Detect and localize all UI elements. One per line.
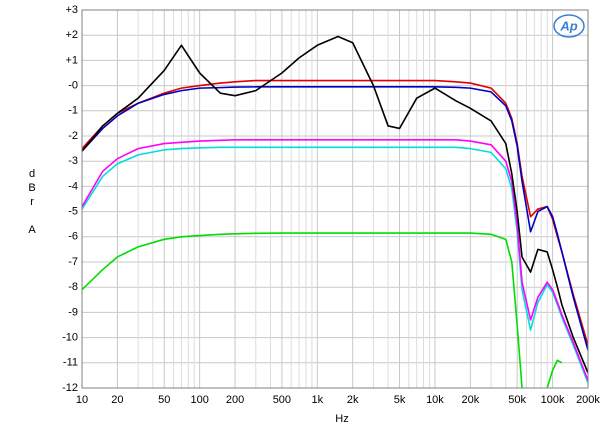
y-tick-label: -8 <box>68 281 78 293</box>
y-tick-label: -3 <box>68 155 78 167</box>
series-line <box>82 232 563 388</box>
x-tick-label: 200 <box>226 394 244 406</box>
y-tick-label: -2 <box>68 130 78 142</box>
x-axis-label: Hz <box>335 413 348 425</box>
series-line <box>82 146 588 384</box>
series-line <box>82 35 588 374</box>
x-tick-label: 50k <box>508 394 526 406</box>
y-tick-label: +3 <box>65 4 78 16</box>
y-tick-label: +1 <box>65 54 78 66</box>
y-axis-label: dBr <box>26 168 38 210</box>
x-tick-label: 10 <box>76 394 88 406</box>
x-tick-label: 20 <box>111 394 123 406</box>
x-tick-label: 1k <box>311 394 323 406</box>
logo: Ap <box>559 18 577 33</box>
grid <box>81 9 589 389</box>
logo-ring <box>553 14 585 38</box>
lines <box>82 35 588 388</box>
series-line <box>82 86 588 351</box>
x-tick-label: 500 <box>273 394 291 406</box>
x-tick-label: 2k <box>347 394 359 406</box>
x-tick-label: 10k <box>426 394 444 406</box>
y-tick-label: -4 <box>68 180 78 192</box>
x-tick-label: 100 <box>190 394 208 406</box>
x-tick-label: 50 <box>158 394 170 406</box>
y-axis-label: A <box>28 224 36 236</box>
x-tick-label: 20k <box>461 394 479 406</box>
y-tick-label: -6 <box>68 231 78 243</box>
plot-frame <box>81 9 589 389</box>
y-tick-label: -10 <box>62 332 78 344</box>
y-tick-label: -12 <box>62 382 78 394</box>
y-tick-label: -0 <box>68 80 78 92</box>
y-tick-label: -1 <box>68 105 78 117</box>
y-tick-label: +2 <box>65 29 78 41</box>
series-line <box>82 79 588 346</box>
y-tick-label: -11 <box>63 357 78 369</box>
series-line <box>82 138 588 381</box>
y-tick-label: -7 <box>68 256 78 268</box>
x-tick-label: 5k <box>394 394 406 406</box>
x-tick-label: 200k <box>576 394 600 406</box>
x-tick-label: 100k <box>541 394 565 406</box>
y-tick-label: -5 <box>68 206 78 218</box>
y-tick-label: -9 <box>68 306 78 318</box>
